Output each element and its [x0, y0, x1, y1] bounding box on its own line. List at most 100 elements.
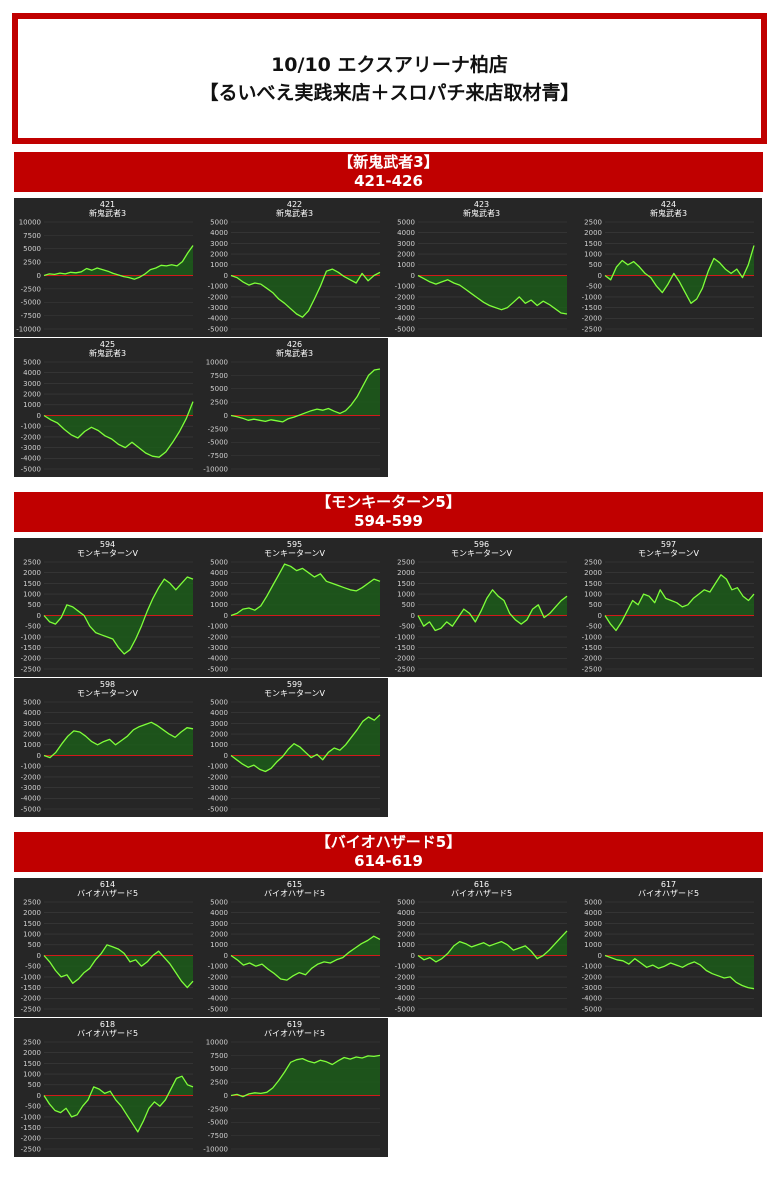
- y-tick-label: 2500: [210, 1079, 228, 1087]
- y-tick-label: 2500: [584, 218, 602, 226]
- y-tick-label: 2000: [397, 251, 415, 259]
- y-tick-label: -2000: [208, 633, 228, 641]
- chart-machine-number: 599: [286, 680, 303, 689]
- slump-area: [231, 714, 380, 772]
- slump-line: [604, 574, 755, 632]
- title-box: 10/10 エクスアリーナ柏店 【るいべえ実践来店＋スロパチ来店取材青】: [12, 13, 767, 144]
- y-tick-label: 1000: [397, 941, 415, 949]
- y-tick-label: -2500: [395, 665, 415, 673]
- y-tick-label: 4000: [210, 909, 228, 917]
- slump-line: [417, 930, 568, 963]
- y-tick-label: 1000: [584, 591, 602, 599]
- y-tick-label: -2000: [395, 973, 415, 981]
- chart-plot: 2500 2000 1500 1000 500 0 -500 -1000 -1500 -2000 -…: [582, 558, 755, 673]
- y-tick-label: 1000: [210, 261, 228, 269]
- chart-plot: 5000 4000 3000 2000 1000 0 -1000 -2000 -3000 -400…: [208, 698, 381, 813]
- y-tick-label: 2500: [397, 558, 415, 566]
- slump-line: [604, 954, 755, 990]
- y-tick-label: 4000: [23, 709, 41, 717]
- slump-area: [605, 574, 754, 631]
- slump-chart-596: 2500 2000 1500 1000 500 0 -500 -1000 -1500 -2000 -…: [388, 538, 575, 677]
- slump-line: [417, 274, 568, 315]
- chart-machine-name: バイオハザード5: [76, 1029, 139, 1038]
- y-tick-label: 5000: [210, 218, 228, 226]
- chart-machine-number: 619: [286, 1020, 303, 1029]
- y-tick-label: -4000: [208, 995, 228, 1003]
- chart-plot: 5000 4000 3000 2000 1000 0 -1000 -2000 -3000 -400…: [21, 698, 194, 813]
- y-tick-label: 500: [589, 261, 602, 269]
- slump-chart-597: 2500 2000 1500 1000 500 0 -500 -1000 -1500 -2000 -…: [575, 538, 762, 677]
- y-tick-label: 2500: [584, 558, 602, 566]
- y-tick-label: 0: [37, 412, 41, 420]
- y-tick-label: 0: [224, 752, 228, 760]
- chart-machine-number: 598: [99, 680, 116, 689]
- y-tick-label: 1500: [584, 240, 602, 248]
- chart-plot: 2500 2000 1500 1000 500 0 -500 -1000 -1500 -2000 -…: [21, 1038, 194, 1153]
- slump-chart-426: 10000 7500 5000 2500 0 -2500 -5000 -7500 -10000 4…: [201, 338, 388, 477]
- chart-plot: 10000 7500 5000 2500 0 -2500 -5000 -7500 -10000: [16, 218, 194, 333]
- y-tick-label: 5000: [210, 385, 228, 393]
- chart-machine-number: 594: [99, 540, 116, 549]
- y-tick-label: 4000: [397, 909, 415, 917]
- slump-area: [418, 589, 567, 631]
- chart-machine-name: モンキーターンV: [76, 689, 139, 698]
- y-tick-label: -4000: [21, 795, 41, 803]
- y-tick-label: -3000: [208, 644, 228, 652]
- y-tick-label: -4000: [582, 995, 602, 1003]
- slump-chart-421: 10000 7500 5000 2500 0 -2500 -5000 -7500 -10000 4…: [14, 198, 201, 337]
- chart-plot: 5000 4000 3000 2000 1000 0 -1000 -2000 -3000 -400…: [208, 898, 381, 1013]
- y-tick-label: 2000: [397, 569, 415, 577]
- y-tick-label: -1500: [395, 644, 415, 652]
- slump-chart-424: 2500 2000 1500 1000 500 0 -500 -1000 -1500 -2000 -…: [575, 198, 762, 337]
- y-tick-label: 2500: [23, 259, 41, 267]
- y-tick-label: -1000: [208, 283, 228, 291]
- y-tick-label: 1000: [23, 741, 41, 749]
- y-tick-label: 0: [37, 272, 41, 280]
- y-tick-label: -2000: [21, 995, 41, 1003]
- y-tick-label: -1000: [21, 423, 41, 431]
- chart-plot: 5000 4000 3000 2000 1000 0 -1000 -2000 -3000 -400…: [208, 218, 381, 333]
- y-tick-label: -2000: [395, 293, 415, 301]
- chart-machine-name: 新鬼武者3: [88, 209, 127, 218]
- y-tick-label: 10000: [206, 358, 228, 366]
- chart-plot: 2500 2000 1500 1000 500 0 -500 -1000 -1500 -2000 -…: [395, 558, 568, 673]
- section-label: 【モンキーターン5】: [316, 493, 461, 511]
- y-tick-label: -1000: [582, 293, 602, 301]
- y-tick-label: 5000: [210, 698, 228, 706]
- chart-plot: 5000 4000 3000 2000 1000 0 -1000 -2000 -3000 -400…: [208, 558, 381, 673]
- slump-line: [417, 589, 568, 632]
- y-tick-label: 1500: [23, 920, 41, 928]
- y-tick-label: 2000: [210, 731, 228, 739]
- y-tick-label: -4000: [208, 795, 228, 803]
- chart-machine-number: 423: [473, 200, 490, 209]
- y-tick-label: -3000: [582, 984, 602, 992]
- y-tick-label: -2000: [582, 973, 602, 981]
- y-tick-label: 3000: [210, 240, 228, 248]
- y-tick-label: 3000: [584, 920, 602, 928]
- y-tick-label: 2000: [584, 569, 602, 577]
- y-tick-label: 0: [37, 1092, 41, 1100]
- slump-line: [604, 245, 755, 304]
- y-tick-label: -2500: [208, 425, 228, 433]
- chart-machine-name: 新鬼武者3: [275, 209, 314, 218]
- y-tick-label: 1000: [23, 591, 41, 599]
- slump-area: [231, 369, 380, 422]
- slump-area: [605, 245, 754, 304]
- y-tick-label: 2500: [23, 898, 41, 906]
- y-tick-label: 3000: [23, 380, 41, 388]
- y-tick-label: -10000: [16, 325, 41, 333]
- slump-line: [43, 721, 194, 759]
- slump-line: [43, 944, 194, 989]
- y-tick-label: 5000: [23, 358, 41, 366]
- y-tick-label: -2000: [582, 315, 602, 323]
- y-tick-label: -1000: [21, 973, 41, 981]
- y-tick-label: 5000: [210, 1065, 228, 1073]
- y-tick-label: 10000: [19, 218, 41, 226]
- y-tick-label: 0: [411, 612, 415, 620]
- y-tick-label: 5000: [210, 558, 228, 566]
- y-tick-label: -3000: [21, 784, 41, 792]
- slump-area: [231, 936, 380, 981]
- y-tick-label: 3000: [210, 580, 228, 588]
- chart-machine-name: バイオハザード5: [637, 889, 700, 898]
- slump-line: [230, 714, 381, 773]
